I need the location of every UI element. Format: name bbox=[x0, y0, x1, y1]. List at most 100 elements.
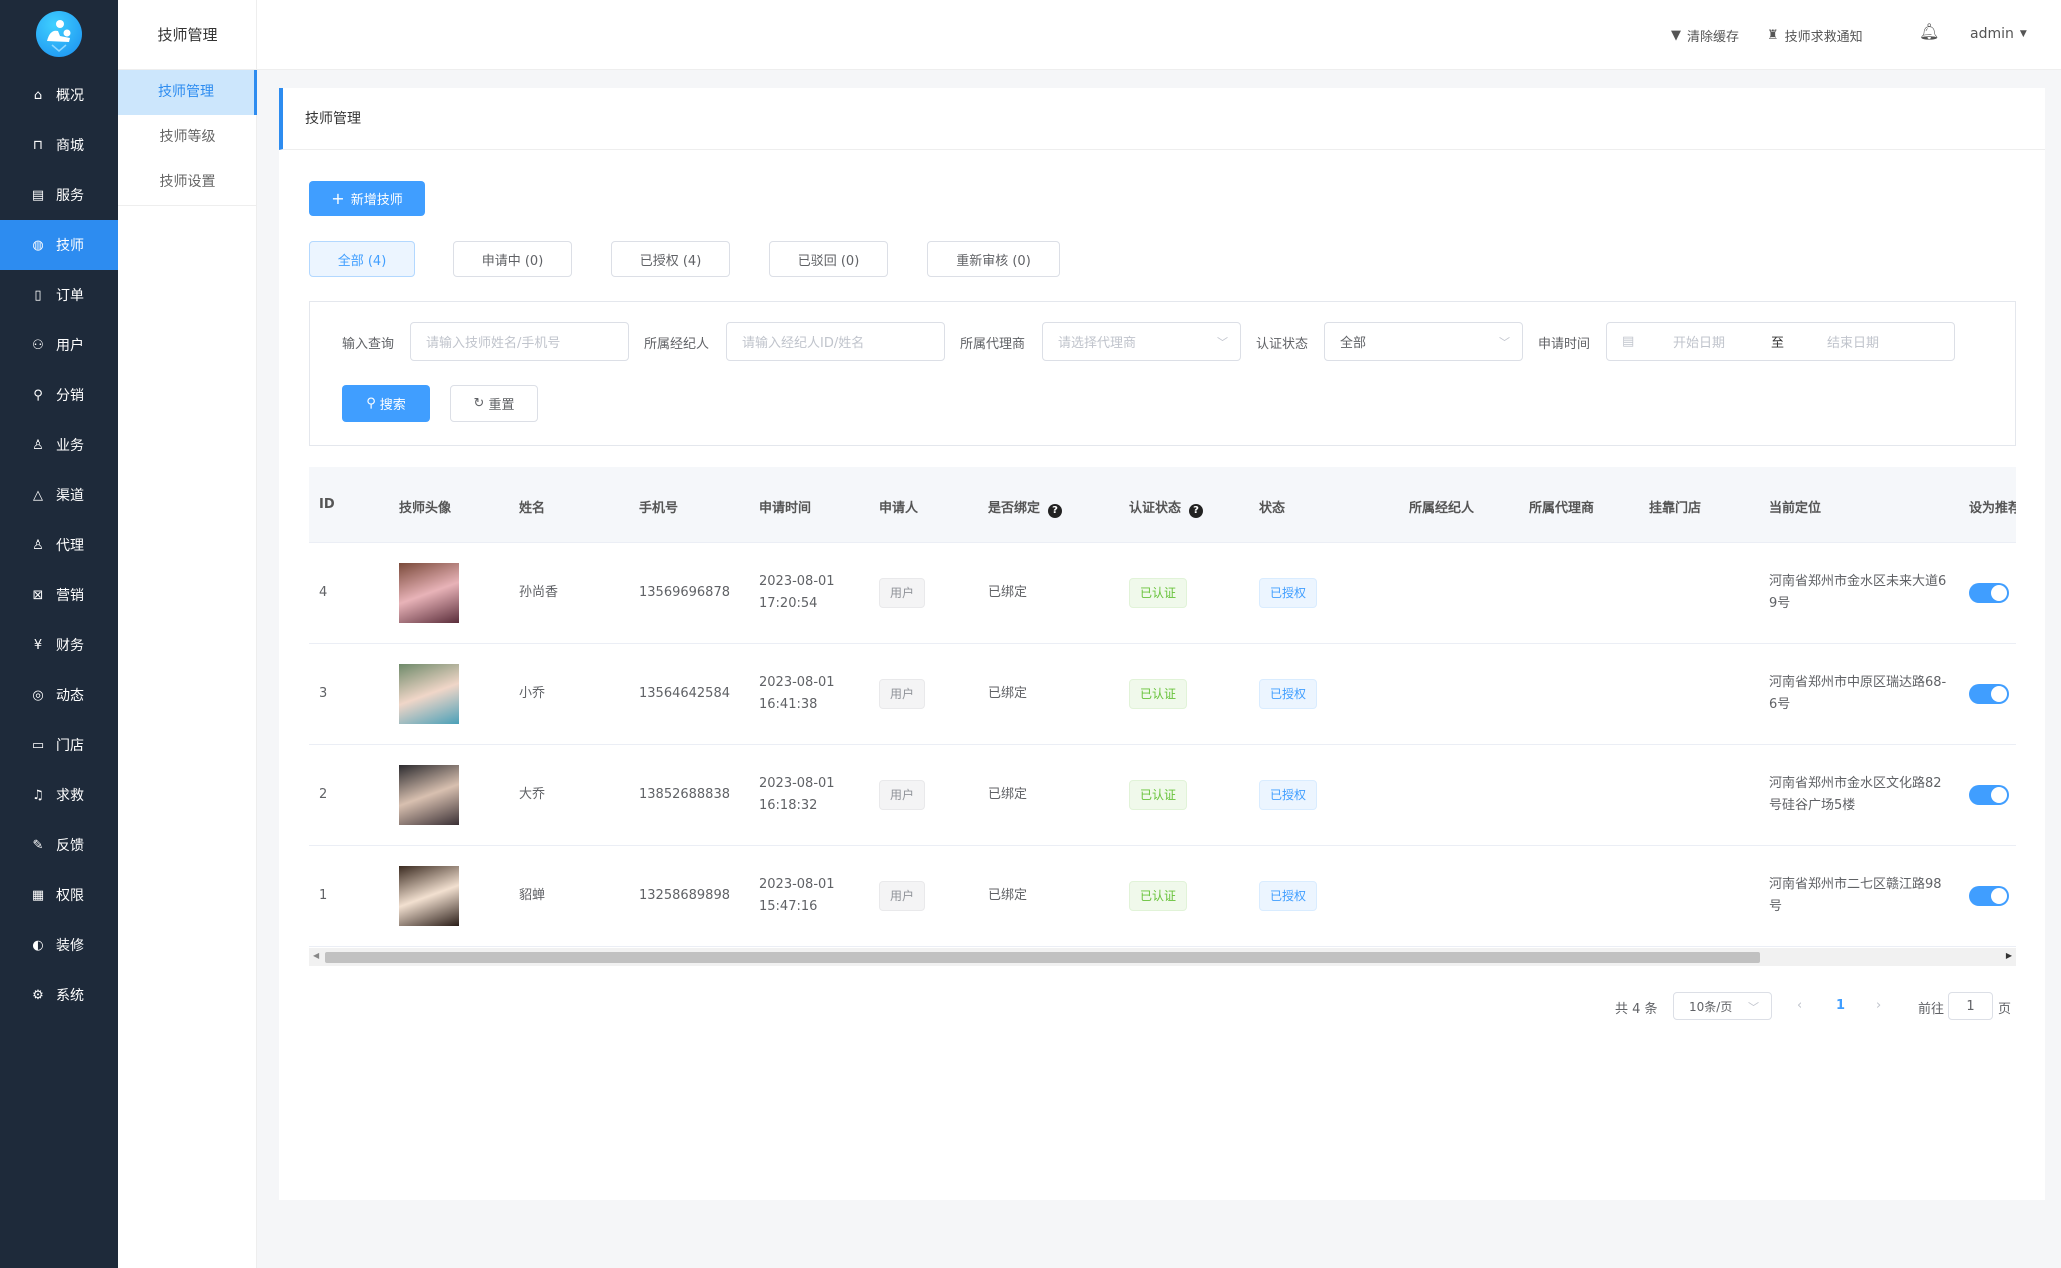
page-unit-label: 页 bbox=[1998, 1002, 2012, 1017]
cell-location: 河南省郑州市二七区赣江路98号 bbox=[1769, 877, 1942, 914]
prev-page-button[interactable]: ‹ bbox=[1797, 998, 1803, 1013]
page-size-value: 10条/页 bbox=[1689, 999, 1733, 1014]
column-header-label: 姓名 bbox=[519, 501, 546, 516]
sidebar-item-label: 概况 bbox=[56, 88, 84, 104]
end-date-input[interactable]: 结束日期 bbox=[1827, 336, 1880, 351]
shopping-bag-icon: ⊓ bbox=[32, 137, 44, 153]
refresh-icon: ↻ bbox=[473, 396, 485, 411]
sidebar-item-14[interactable]: ♫ 求救 bbox=[0, 770, 118, 820]
sidebar-item-16[interactable]: ▦ 权限 bbox=[0, 870, 118, 920]
date-range-picker[interactable]: ▤ 开始日期 至 结束日期 bbox=[1606, 322, 1955, 361]
sidebar-item-0[interactable]: ⌂ 概况 bbox=[0, 70, 118, 120]
status-tab-2[interactable]: 已授权 (4) bbox=[611, 241, 730, 277]
status-tab-4[interactable]: 重新审核 (0) bbox=[927, 241, 1060, 277]
sidebar-item-12[interactable]: ◎ 动态 bbox=[0, 670, 118, 720]
cell-id: 3 bbox=[319, 686, 328, 701]
status-tab-0[interactable]: 全部 (4) bbox=[309, 241, 415, 277]
sidebar-item-4[interactable]: ▯ 订单 bbox=[0, 270, 118, 320]
sidebar-item-17[interactable]: ◐ 装修 bbox=[0, 920, 118, 970]
sidebar-item-7[interactable]: ♙ 业务 bbox=[0, 420, 118, 470]
start-date-input[interactable]: 开始日期 bbox=[1673, 336, 1726, 351]
add-technician-label: 新增技师 bbox=[350, 193, 403, 208]
scrollbar-thumb[interactable] bbox=[325, 952, 1760, 963]
next-page-button[interactable]: › bbox=[1876, 998, 1882, 1013]
horizontal-scrollbar[interactable]: ◀ ▶ bbox=[309, 948, 2016, 966]
range-separator: 至 bbox=[1771, 336, 1785, 351]
page-size-select[interactable]: 10条/页 ﹀ bbox=[1673, 992, 1772, 1020]
cell-location: 河南省郑州市金水区未来大道69号 bbox=[1769, 574, 1947, 611]
query-input[interactable]: 请输入技师姓名/手机号 bbox=[410, 322, 629, 361]
total-count: 共 4 条 bbox=[1615, 1002, 1658, 1017]
cert-status-select[interactable]: 全部 ﹀ bbox=[1324, 322, 1523, 361]
sos-notice-label: 技师求救通知 bbox=[1784, 30, 1863, 45]
status-tab-3[interactable]: 已驳回 (0) bbox=[769, 241, 888, 277]
sos-notice-button[interactable]: ♜ 技师求救通知 bbox=[1767, 26, 1863, 45]
reset-button[interactable]: ↻ 重置 bbox=[450, 385, 538, 422]
technician-avatar[interactable] bbox=[399, 563, 459, 623]
sidebar-item-2[interactable]: ▤ 服务 bbox=[0, 170, 118, 220]
add-technician-button[interactable]: + 新增技师 bbox=[309, 181, 425, 216]
clear-cache-button[interactable]: ▼ 清除缓存 bbox=[1671, 26, 1739, 45]
technician-avatar[interactable] bbox=[399, 765, 459, 825]
sidebar-item-15[interactable]: ✎ 反馈 bbox=[0, 820, 118, 870]
sidebar-item-label: 业务 bbox=[56, 438, 84, 454]
sidebar-item-18[interactable]: ⚙ 系统 bbox=[0, 970, 118, 1020]
recommend-toggle[interactable] bbox=[1969, 684, 2009, 704]
help-icon[interactable]: ? bbox=[1048, 504, 1063, 518]
username: admin bbox=[1970, 26, 2014, 42]
distribution-icon: ⚲ bbox=[33, 387, 43, 403]
column-header: 设为推荐 bbox=[1969, 497, 2016, 516]
chevron-down-icon: ﹀ bbox=[1499, 336, 1510, 349]
sidebar-item-13[interactable]: ▭ 门店 bbox=[0, 720, 118, 770]
cell-phone: 13569696878 bbox=[639, 585, 730, 600]
column-header-label: 认证状态 bbox=[1129, 501, 1182, 516]
caret-down-icon: ▼ bbox=[2019, 29, 2027, 39]
table-header: ID 技师头像 姓名 手机号 申请时间 申请人 是否绑定? 认证状态? 状态 所属经纪人 所属代理商… bbox=[309, 467, 2016, 543]
submenu-item-0[interactable]: 技师管理 bbox=[118, 70, 257, 115]
search-button[interactable]: ⚲ 搜索 bbox=[342, 385, 430, 422]
cell-location: 河南省郑州市中原区瑞达路68-6号 bbox=[1769, 675, 1947, 712]
cell-bind-status: 已绑定 bbox=[988, 888, 1028, 903]
submenu-item-1[interactable]: 技师等级 bbox=[159, 129, 216, 145]
broker-input[interactable]: 请输入经纪人ID/姓名 bbox=[726, 322, 945, 361]
sidebar-item-6[interactable]: ⚲ 分销 bbox=[0, 370, 118, 420]
technician-avatar[interactable] bbox=[399, 866, 459, 926]
brush-icon: ▼ bbox=[1671, 28, 1681, 43]
cell-apply-time: 17:20:54 bbox=[759, 596, 818, 611]
goto-page-input[interactable]: 1 bbox=[1948, 992, 1993, 1020]
page-number-current[interactable]: 1 bbox=[1836, 998, 1846, 1013]
bell-icon[interactable]: 🔔︎ bbox=[1919, 22, 1940, 41]
sidebar-item-10[interactable]: ⊠ 营销 bbox=[0, 570, 118, 620]
column-header: 挂靠门店 bbox=[1649, 497, 1701, 516]
status-tag: 已授权 bbox=[1259, 881, 1318, 911]
sidebar-item-label: 装修 bbox=[56, 938, 84, 954]
recommend-toggle[interactable] bbox=[1969, 886, 2009, 906]
sidebar-item-label: 求救 bbox=[56, 788, 84, 804]
clear-cache-label: 清除缓存 bbox=[1687, 30, 1740, 45]
user-menu[interactable]: admin ▼ bbox=[1970, 26, 2027, 42]
recommend-toggle[interactable] bbox=[1969, 785, 2009, 805]
status-tab-1[interactable]: 申请中 (0) bbox=[453, 241, 572, 277]
cell-bind-status: 已绑定 bbox=[988, 787, 1028, 802]
sidebar-item-1[interactable]: ⊓ 商城 bbox=[0, 120, 118, 170]
alarm-icon: ♜ bbox=[1767, 28, 1779, 43]
scroll-left-icon[interactable]: ◀ bbox=[313, 951, 320, 960]
recommend-toggle[interactable] bbox=[1969, 583, 2009, 603]
help-icon[interactable]: ? bbox=[1189, 504, 1204, 518]
sidebar-item-label: 用户 bbox=[56, 338, 84, 354]
sidebar-item-label: 技师 bbox=[56, 238, 84, 254]
cell-apply-date: 2023-08-01 bbox=[759, 574, 835, 589]
sidebar-item-8[interactable]: △ 渠道 bbox=[0, 470, 118, 520]
sidebar-item-11[interactable]: ¥ 财务 bbox=[0, 620, 118, 670]
agent-select[interactable]: 请选择代理商 ﹀ bbox=[1042, 322, 1241, 361]
technician-avatar[interactable] bbox=[399, 664, 459, 724]
column-header-label: 状态 bbox=[1259, 501, 1286, 516]
sidebar-item-label: 服务 bbox=[56, 188, 84, 204]
sidebar-item-3[interactable]: ◍ 技师 bbox=[0, 220, 118, 270]
scroll-right-icon[interactable]: ▶ bbox=[2005, 951, 2012, 960]
sidebar-item-9[interactable]: ♙ 代理 bbox=[0, 520, 118, 570]
table-row: 3 小乔 13564642584 2023-08-01 16:41:38 用户 已绑定 已认证… bbox=[309, 644, 2016, 745]
sidebar-item-5[interactable]: ⚇ 用户 bbox=[0, 320, 118, 370]
calendar-icon: ▤ bbox=[1622, 334, 1635, 349]
submenu-item-2[interactable]: 技师设置 bbox=[159, 174, 216, 190]
